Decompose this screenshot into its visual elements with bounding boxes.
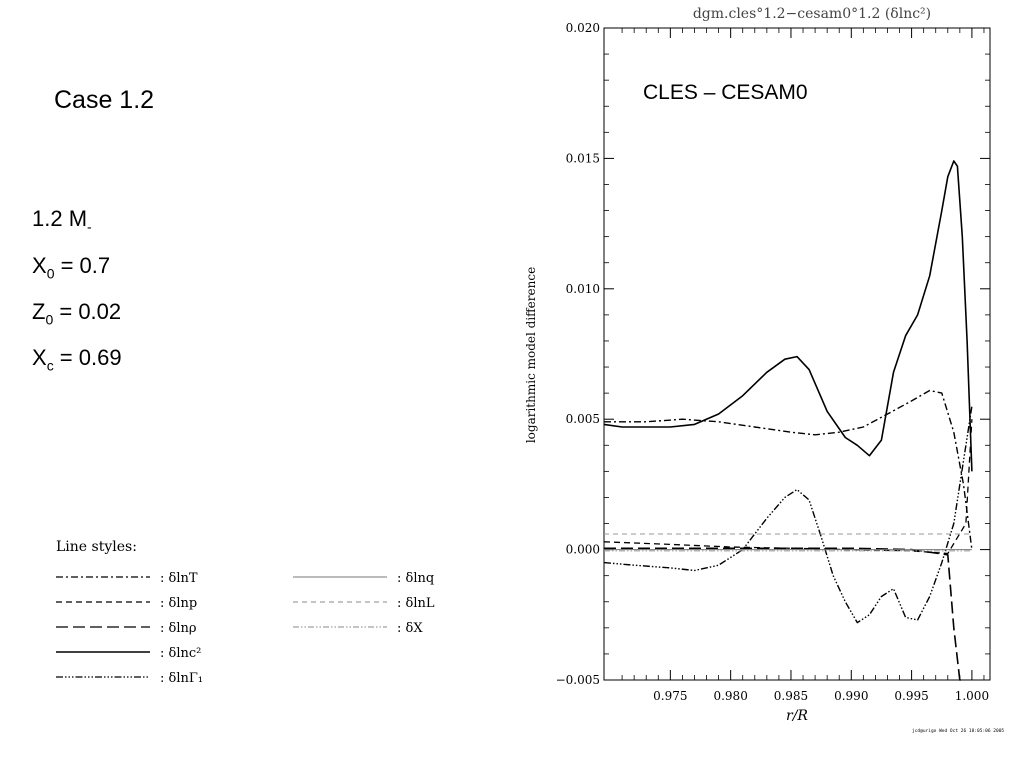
legend-label-dlnp: : δlnp (160, 596, 197, 611)
mass-param: 1.2 M- (32, 206, 92, 234)
legend-item-dlnT: : δlnT (56, 571, 198, 586)
y-tick-label: 0.010 (566, 282, 600, 296)
y-tick-label: 0.015 (566, 151, 600, 165)
z0-param: Z0 = 0.02 (32, 299, 121, 327)
x-tick-label: 0.985 (774, 689, 808, 703)
legend-item-dlnGamma1: : δlnΓ₁ (56, 671, 203, 686)
x0-param: X0 = 0.7 (32, 253, 110, 281)
legend-label-dlnrho: : δlnρ (160, 621, 197, 636)
series-line-longdash (604, 547, 964, 681)
xc-value: = 0.69 (53, 345, 122, 370)
z0-sub: 0 (45, 311, 54, 328)
chart-title: dgm.cles°1.2−cesam0°1.2 (δlnc²) (693, 6, 931, 22)
series-line-dashdot (604, 389, 973, 550)
mass-text: 1.2 M (32, 206, 88, 231)
legend-label-dlnq: : δlnq (397, 571, 434, 586)
chart-annotation: CLES – CESAM0 (643, 81, 808, 104)
x0-sub: 0 (46, 265, 55, 282)
xc-param: Xc = 0.69 (32, 345, 122, 373)
legend-title: Line styles: (56, 539, 137, 555)
legend-label-dlnc2: : δlnc² (160, 646, 201, 661)
xc-sub: c (46, 357, 54, 374)
x-tick-label: 0.995 (894, 689, 928, 703)
solar-mass-symbol: - (87, 218, 92, 235)
y-tick-label: −0.005 (556, 673, 600, 687)
legend-item-dlnc2: : δlnc² (56, 646, 201, 661)
x-tick-label: 0.990 (834, 689, 868, 703)
xc-sym: X (32, 345, 47, 370)
legend-item-dlnL: : δlnL (293, 596, 435, 611)
y-axis-label: logarithmic model difference (524, 267, 538, 443)
plot-frame (603, 27, 991, 681)
x-axis-label: r/R (786, 708, 808, 724)
legend-item-dX: : δX (293, 621, 423, 636)
y-tick-label: 0.005 (566, 412, 600, 426)
y-tick-label: 0.020 (566, 21, 600, 35)
x-tick-label: 0.975 (653, 689, 687, 703)
z0-value: = 0.02 (53, 299, 122, 324)
footer-stamp: jcd@urigo Wed Oct 26 18:05:06 2005 (912, 729, 1005, 734)
axis-ticks: 0.975 0.980 0.985 0.990 0.995 1.000 −0.005 0.00… (556, 21, 990, 703)
series-line-solid (603, 160, 973, 472)
legend-label-dlnT: : δlnT (160, 571, 198, 586)
z0-sym: Z (32, 299, 46, 324)
y-tick-label: 0.000 (566, 543, 600, 557)
series-line-shortdash (603, 419, 973, 555)
legend-item-dlnp: : δlnp (56, 596, 197, 611)
legend-label-dlnL: : δlnL (397, 596, 435, 611)
x-tick-label: 0.980 (713, 689, 747, 703)
line-chart: dgm.cles°1.2−cesam0°1.2 (δlnc²) CLES – C… (524, 6, 991, 724)
legend-label-dX: : δX (397, 621, 423, 636)
legend-item-dlnrho: : δlnρ (56, 621, 197, 636)
legend-item-dlnq: : δlnq (293, 571, 434, 586)
series-layer (603, 160, 973, 681)
x0-value: = 0.7 (54, 253, 111, 278)
line-styles-legend: Line styles: : δlnT : δlnp : δlnρ : δlnc… (56, 539, 435, 686)
x-tick-label: 1.000 (955, 689, 989, 703)
legend-label-dlnGamma1: : δlnΓ₁ (160, 671, 203, 686)
series-line-dashdotdotdot (603, 406, 973, 624)
case-title: Case 1.2 (54, 86, 155, 114)
x0-sym: X (32, 253, 47, 278)
